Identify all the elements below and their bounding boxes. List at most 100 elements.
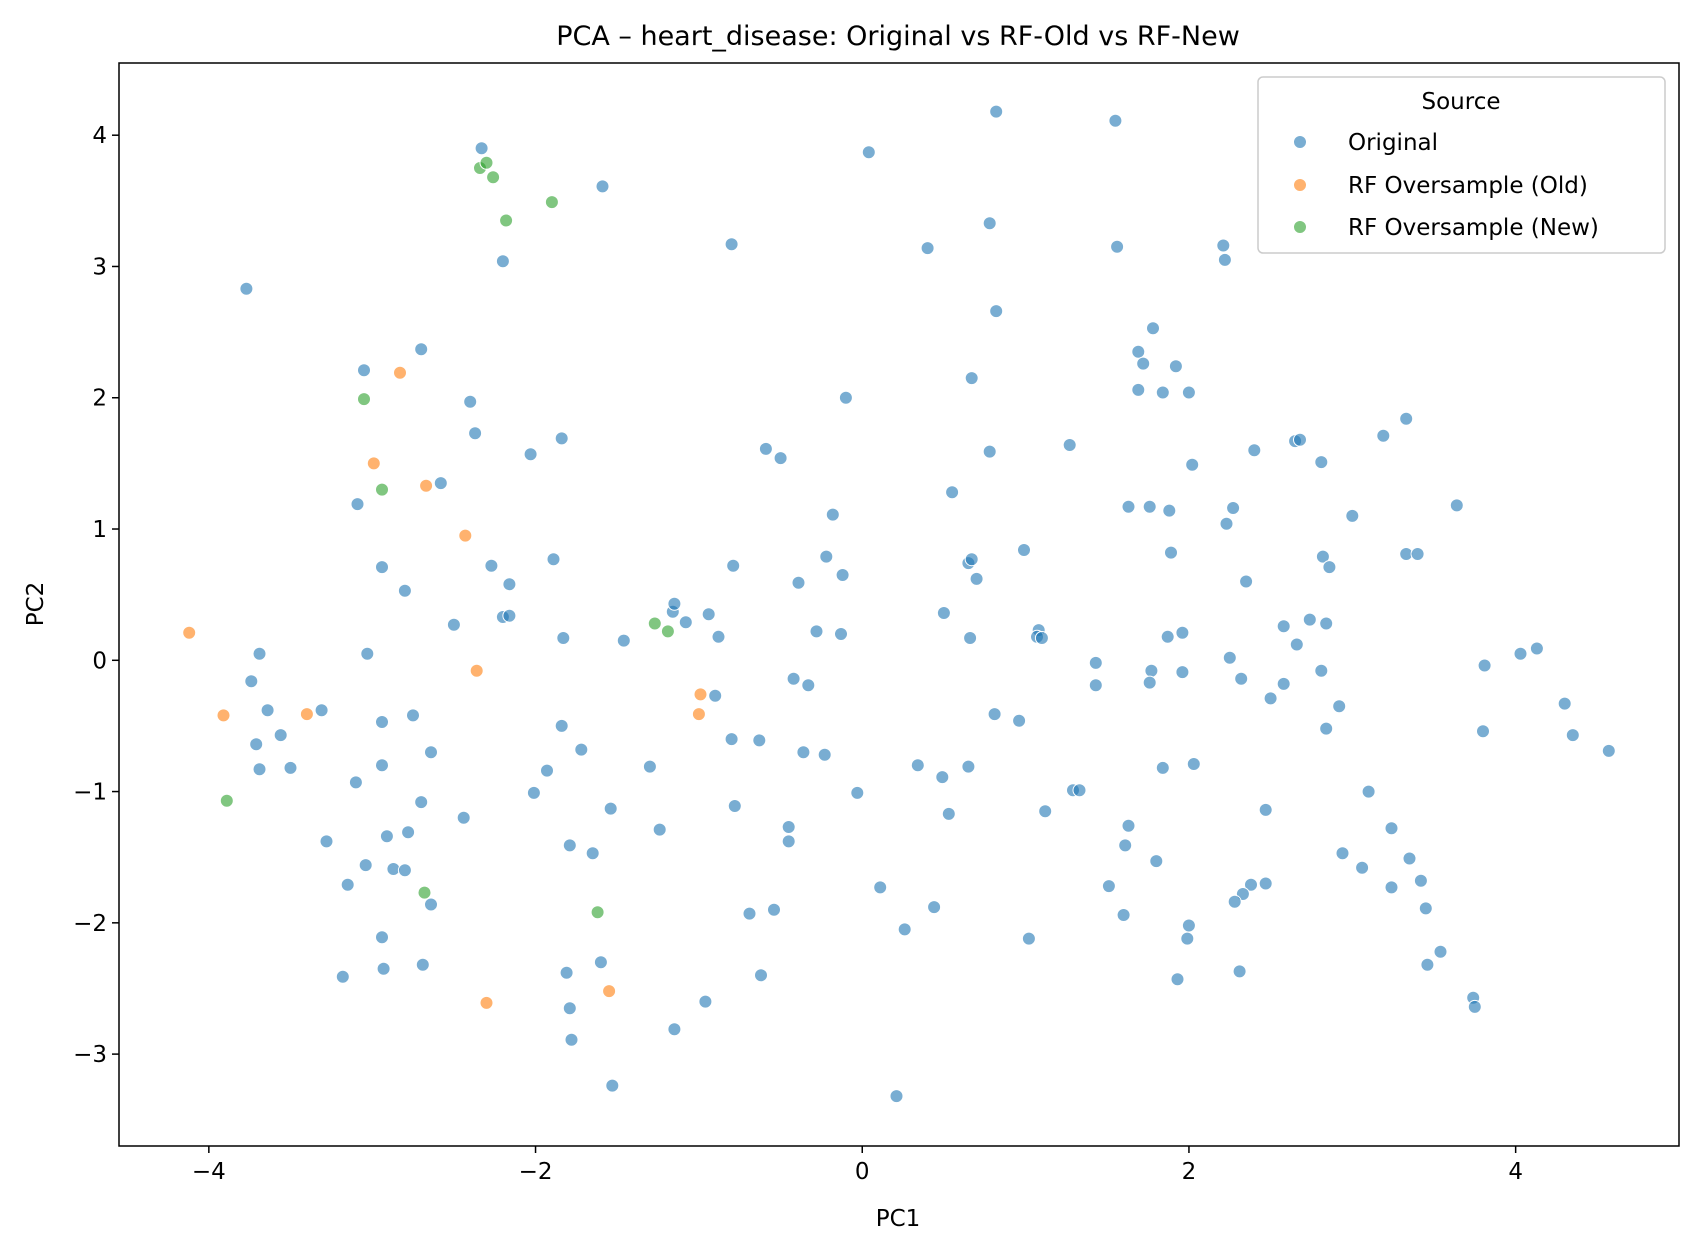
point-original-160	[386, 862, 401, 876]
point-original-60	[1017, 543, 1031, 557]
point-rf-oversample-new-9	[219, 793, 234, 808]
point-original-197	[415, 957, 430, 972]
point-original-146	[526, 785, 541, 800]
point-original-2	[595, 179, 610, 194]
point-original-199	[593, 955, 608, 970]
point-original-169	[1149, 854, 1164, 869]
y-tick-label: −3	[73, 1042, 107, 1068]
point-original-114	[1234, 671, 1249, 686]
point-original-17	[1168, 359, 1183, 374]
point-original-99	[1529, 641, 1544, 656]
point-original-137	[817, 747, 832, 762]
point-original-65	[1410, 547, 1425, 561]
point-original-28	[554, 431, 569, 446]
point-original-209	[1467, 999, 1482, 1014]
point-original-127	[283, 760, 298, 775]
point-original-90	[1319, 616, 1334, 631]
point-original-149	[850, 785, 865, 800]
point-original-48	[1219, 516, 1234, 531]
point-original-106	[786, 671, 801, 686]
point-original-182	[1384, 880, 1399, 895]
point-original-107	[801, 678, 816, 693]
point-original-134	[724, 732, 739, 747]
point-original-194	[1433, 944, 1448, 959]
point-original-18	[964, 371, 979, 386]
point-original-7	[1108, 113, 1123, 128]
point-original-109	[1012, 713, 1027, 728]
point-original-141	[1155, 760, 1170, 775]
point-original-151	[1038, 804, 1053, 819]
point-original-103	[375, 715, 389, 729]
point-original-6	[989, 104, 1004, 119]
point-original-41	[350, 497, 365, 512]
point-original-70	[446, 617, 461, 632]
point-original-86	[1175, 625, 1190, 640]
point-original-24	[414, 342, 429, 357]
point-original-36	[1293, 432, 1307, 447]
point-original-183	[1413, 873, 1428, 888]
point-original-139	[935, 770, 950, 785]
y-axis-ticks: −3 −2 −1 0 1 2 3 4	[73, 123, 119, 1068]
point-rf-oversample-new-8	[660, 624, 675, 639]
point-original-97	[1477, 658, 1492, 673]
point-original-181	[1227, 894, 1242, 909]
point-original-33	[1185, 457, 1200, 472]
point-original-12	[1217, 252, 1232, 267]
point-original-124	[249, 737, 264, 752]
point-original-112	[1142, 675, 1157, 690]
point-rf-oversample-new-3	[544, 195, 559, 210]
point-original-89	[1302, 612, 1317, 627]
point-original-191	[1180, 931, 1195, 946]
point-original-44	[1121, 499, 1136, 514]
point-original-150	[941, 806, 956, 821]
point-original-9	[982, 216, 997, 231]
point-rf-oversample-old-5	[419, 478, 434, 493]
point-original-128	[375, 758, 389, 773]
point-original-93	[556, 631, 571, 645]
point-original-53	[546, 552, 561, 567]
point-rf-oversample-new-6	[375, 482, 389, 497]
point-rf-oversample-old-1	[216, 708, 231, 723]
point-original-176	[873, 880, 888, 895]
legend-marker-rf-old	[1293, 178, 1307, 192]
point-original-23	[357, 363, 371, 378]
point-rf-oversample-new-1	[479, 155, 494, 170]
point-original-61	[1164, 545, 1178, 560]
point-original-172	[1384, 821, 1399, 836]
point-original-154	[1258, 802, 1273, 817]
point-original-85	[1160, 629, 1175, 644]
point-original-174	[340, 877, 355, 892]
y-tick-label: 2	[92, 386, 107, 412]
point-original-211	[889, 1089, 904, 1104]
point-original-0	[239, 281, 254, 296]
x-tick-label: −2	[519, 1159, 553, 1185]
point-original-50	[1449, 498, 1464, 513]
point-original-3	[495, 254, 510, 269]
point-original-30	[773, 451, 788, 466]
point-original-5	[861, 145, 876, 160]
point-original-95	[1088, 655, 1103, 670]
point-original-39	[1399, 411, 1414, 426]
legend-label-original: Original	[1348, 130, 1438, 156]
legend-title: Source	[1422, 89, 1501, 115]
point-original-40	[433, 476, 448, 491]
point-original-168	[1118, 838, 1133, 853]
point-rf-oversample-new-10	[417, 885, 432, 900]
point-original-67	[502, 577, 517, 592]
point-original-192	[1181, 918, 1196, 933]
point-original-100	[244, 674, 259, 689]
point-original-130	[554, 718, 569, 733]
point-rf-oversample-old-0	[182, 625, 197, 640]
point-original-200	[754, 968, 768, 983]
point-original-20	[1155, 385, 1170, 400]
point-original-129	[424, 745, 438, 760]
point-original-10	[1110, 239, 1125, 254]
legend-marker-rf-new	[1293, 220, 1307, 234]
point-original-196	[376, 961, 391, 976]
point-original-16	[1136, 356, 1151, 371]
point-original-188	[927, 900, 942, 915]
point-original-198	[559, 965, 574, 980]
point-original-76	[701, 607, 716, 622]
point-original-26	[468, 426, 483, 441]
point-original-119	[1319, 721, 1334, 736]
